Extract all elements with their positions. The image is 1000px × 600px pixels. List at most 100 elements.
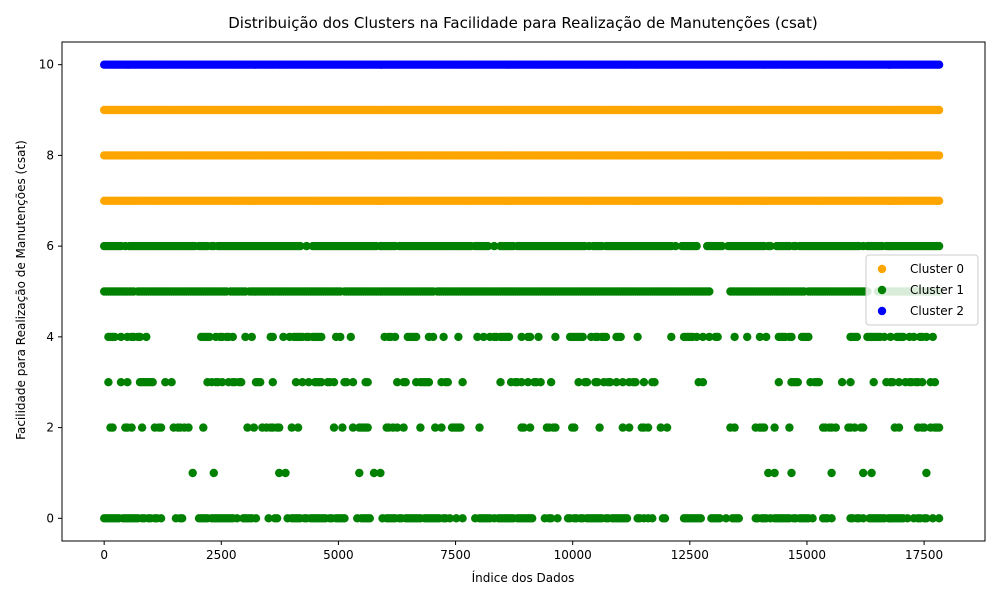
plot-frame (61, 41, 986, 542)
x-axis: 0 2500 5000 7500 10000 12500 15000 17500 (100, 541, 943, 562)
data-point (595, 423, 604, 432)
data-point (363, 423, 372, 432)
series-cluster-2 (100, 60, 944, 69)
data-point (899, 332, 908, 342)
data-point (232, 514, 242, 523)
data-point (827, 514, 836, 523)
data-point (894, 423, 904, 432)
legend-marker (877, 264, 887, 274)
data-point (578, 332, 587, 342)
data-point (428, 332, 438, 342)
data-point (519, 423, 528, 432)
data-point (551, 332, 560, 342)
data-point (525, 423, 535, 432)
data-point (188, 468, 197, 478)
data-point (928, 514, 937, 523)
plot-points (100, 60, 944, 523)
data-point (296, 241, 305, 251)
data-point (667, 332, 676, 342)
data-point (814, 378, 824, 387)
data-point (903, 514, 912, 523)
data-point (601, 332, 611, 342)
data-point (251, 514, 261, 523)
data-point (869, 378, 878, 387)
data-point (827, 468, 836, 478)
data-point (730, 332, 739, 342)
data-point (237, 378, 246, 387)
points-level-6 (100, 241, 944, 251)
x-tick-label: 7500 (440, 548, 471, 562)
data-point (473, 332, 482, 342)
legend-marker (877, 285, 887, 295)
data-point (705, 287, 714, 296)
data-point (401, 378, 410, 387)
data-point (787, 468, 796, 478)
data-point (880, 332, 889, 342)
data-point (293, 423, 303, 432)
y-axis: 0 2 4 6 8 10 (39, 58, 62, 525)
data-point (123, 378, 132, 387)
data-point (631, 378, 640, 387)
data-point (920, 423, 929, 432)
data-point (479, 332, 488, 342)
data-point (886, 332, 895, 342)
data-point (443, 378, 452, 387)
data-point (616, 332, 625, 342)
data-point (894, 378, 904, 387)
points-level-0 (100, 514, 944, 523)
x-tick-label: 10000 (554, 548, 592, 562)
x-tick-label: 12500 (671, 548, 709, 562)
data-point (218, 378, 227, 387)
data-point (338, 423, 347, 432)
y-tick-label: 2 (46, 421, 54, 435)
data-point (859, 423, 868, 432)
data-point (458, 514, 467, 523)
data-point (922, 468, 931, 478)
data-point (483, 241, 493, 251)
data-point (340, 514, 349, 523)
data-point (730, 423, 739, 432)
y-tick-label: 4 (46, 330, 54, 344)
data-point (717, 241, 727, 251)
data-point (759, 423, 769, 432)
data-point (348, 423, 358, 432)
data-point (390, 332, 400, 342)
data-point (393, 423, 402, 432)
data-point (525, 332, 535, 342)
data-point (342, 378, 351, 387)
data-point (317, 332, 326, 342)
data-point (928, 332, 937, 342)
data-point (104, 378, 113, 387)
data-point (930, 378, 940, 387)
data-point (135, 332, 145, 342)
data-point (918, 378, 927, 387)
data-point (348, 378, 358, 387)
data-point (639, 378, 649, 387)
data-point (437, 423, 446, 432)
data-point (228, 332, 237, 342)
data-point (452, 514, 461, 523)
points-level-4 (104, 332, 937, 342)
data-point (852, 332, 862, 342)
data-point (108, 423, 117, 432)
data-point (570, 423, 579, 432)
data-point (431, 423, 440, 432)
data-point (416, 423, 425, 432)
data-point (490, 241, 499, 251)
points-level-3 (104, 378, 940, 387)
data-point (439, 332, 448, 342)
data-point (764, 468, 773, 478)
data-point (774, 378, 783, 387)
data-point (424, 378, 434, 387)
data-point (184, 423, 193, 432)
legend-box (865, 254, 979, 326)
data-point (116, 378, 126, 387)
data-point (275, 423, 284, 432)
data-point (209, 468, 218, 478)
data-point (622, 514, 632, 523)
data-point (279, 332, 288, 342)
data-point (850, 423, 859, 432)
data-point (329, 423, 339, 432)
data-point (698, 378, 708, 387)
data-point (454, 332, 463, 342)
